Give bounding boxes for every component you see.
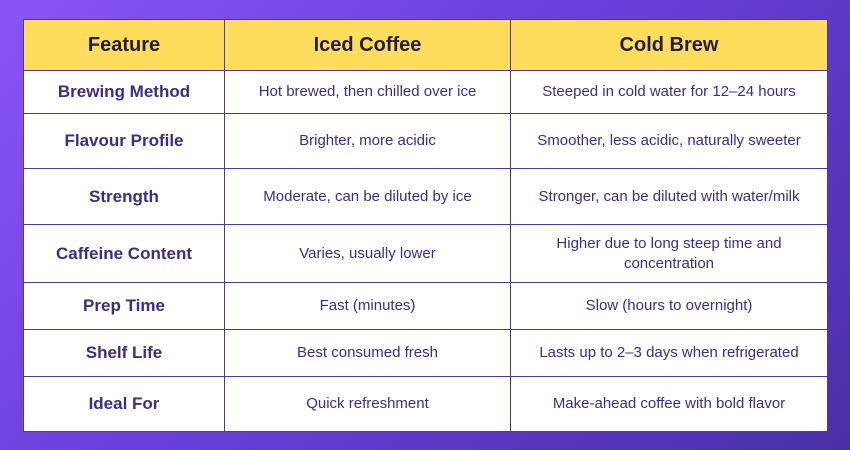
row-label: Flavour Profile — [23, 113, 225, 169]
table-row: Ideal For Quick refreshment Make-ahead cof… — [23, 376, 828, 432]
table-cell: Hot brewed, then chilled over ice — [224, 70, 511, 114]
table-cell: Make-ahead coffee with bold flavor — [510, 376, 828, 432]
table-row: Flavour Profile Brighter, more acidic Smoo… — [23, 113, 828, 169]
table-cell: Steeped in cold water for 12–24 hours — [510, 70, 828, 114]
table-cell: Lasts up to 2–3 days when refrigerated — [510, 329, 828, 377]
table-cell: Stronger, can be diluted with water/milk — [510, 168, 828, 225]
row-label: Ideal For — [23, 376, 225, 432]
table-cell: Best consumed fresh — [224, 329, 511, 377]
table-cell: Higher due to long steep time and concen… — [510, 224, 828, 283]
row-label: Shelf Life — [23, 329, 225, 377]
header-cell: Feature — [23, 19, 225, 71]
table-cell: Moderate, can be diluted by ice — [224, 168, 511, 225]
table-cell: Quick refreshment — [224, 376, 511, 432]
table-row: Caffeine Content Varies, usually lower Hig… — [23, 224, 828, 283]
table-row: Strength Moderate, can be diluted by ice S… — [23, 168, 828, 225]
table-row: Brewing Method Hot brewed, then chilled o… — [23, 70, 828, 114]
comparison-table: Feature Iced Coffee Cold Brew Brewing Meth… — [23, 19, 828, 432]
row-label: Strength — [23, 168, 225, 225]
table-cell: Brighter, more acidic — [224, 113, 511, 169]
table-body: Brewing Method Hot brewed, then chilled o… — [23, 70, 828, 432]
table-cell: Slow (hours to overnight) — [510, 282, 828, 330]
header-cell: Cold Brew — [510, 19, 828, 71]
row-label: Brewing Method — [23, 70, 225, 114]
table-cell: Fast (minutes) — [224, 282, 511, 330]
table-head: Feature Iced Coffee Cold Brew — [23, 19, 828, 71]
row-label: Caffeine Content — [23, 224, 225, 283]
table-row: Prep Time Fast (minutes) Slow (hours to ov… — [23, 282, 828, 330]
row-label: Prep Time — [23, 282, 225, 330]
table-row: Shelf Life Best consumed fresh Lasts up to… — [23, 329, 828, 377]
table-cell: Smoother, less acidic, naturally sweeter — [510, 113, 828, 169]
table-cell: Varies, usually lower — [224, 224, 511, 283]
header-row: Feature Iced Coffee Cold Brew — [23, 19, 828, 71]
header-cell: Iced Coffee — [224, 19, 511, 71]
